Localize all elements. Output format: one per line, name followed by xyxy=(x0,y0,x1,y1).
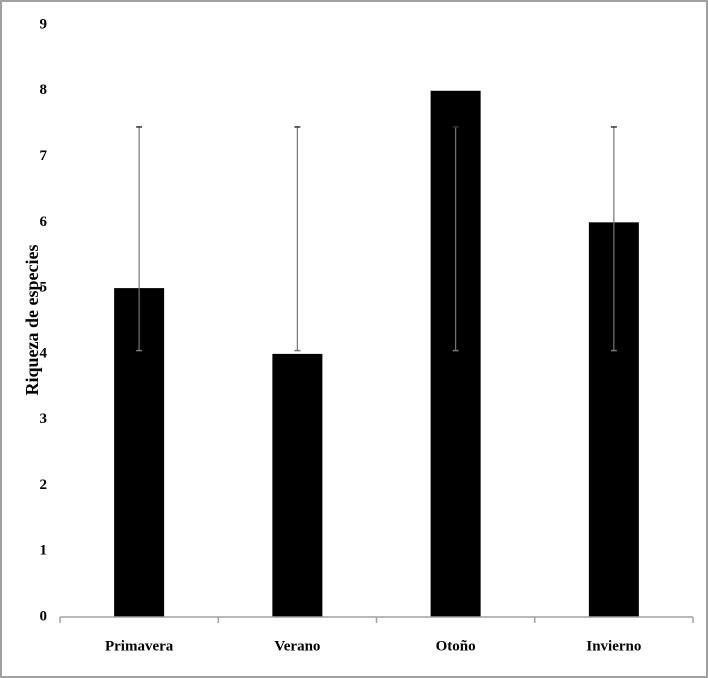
y-tick-label: 5 xyxy=(40,280,48,296)
y-tick-label: 2 xyxy=(40,477,48,493)
y-tick-label: 0 xyxy=(40,608,48,624)
y-tick-label: 7 xyxy=(40,148,48,164)
x-tick-label: Invierno xyxy=(586,638,641,654)
y-tick-label: 9 xyxy=(40,16,48,32)
x-tick-label: Primavera xyxy=(105,638,174,654)
x-tick-label: Verano xyxy=(274,638,320,654)
bar xyxy=(272,353,323,617)
y-tick-label: 1 xyxy=(40,543,48,559)
y-tick-label: 3 xyxy=(40,411,48,427)
y-axis-label: Riqueza de especies xyxy=(22,245,42,396)
y-tick-label: 8 xyxy=(40,82,48,98)
y-tick-label: 6 xyxy=(40,214,48,230)
x-tick-label: Otoño xyxy=(436,638,476,654)
y-tick-label: 4 xyxy=(40,345,48,361)
